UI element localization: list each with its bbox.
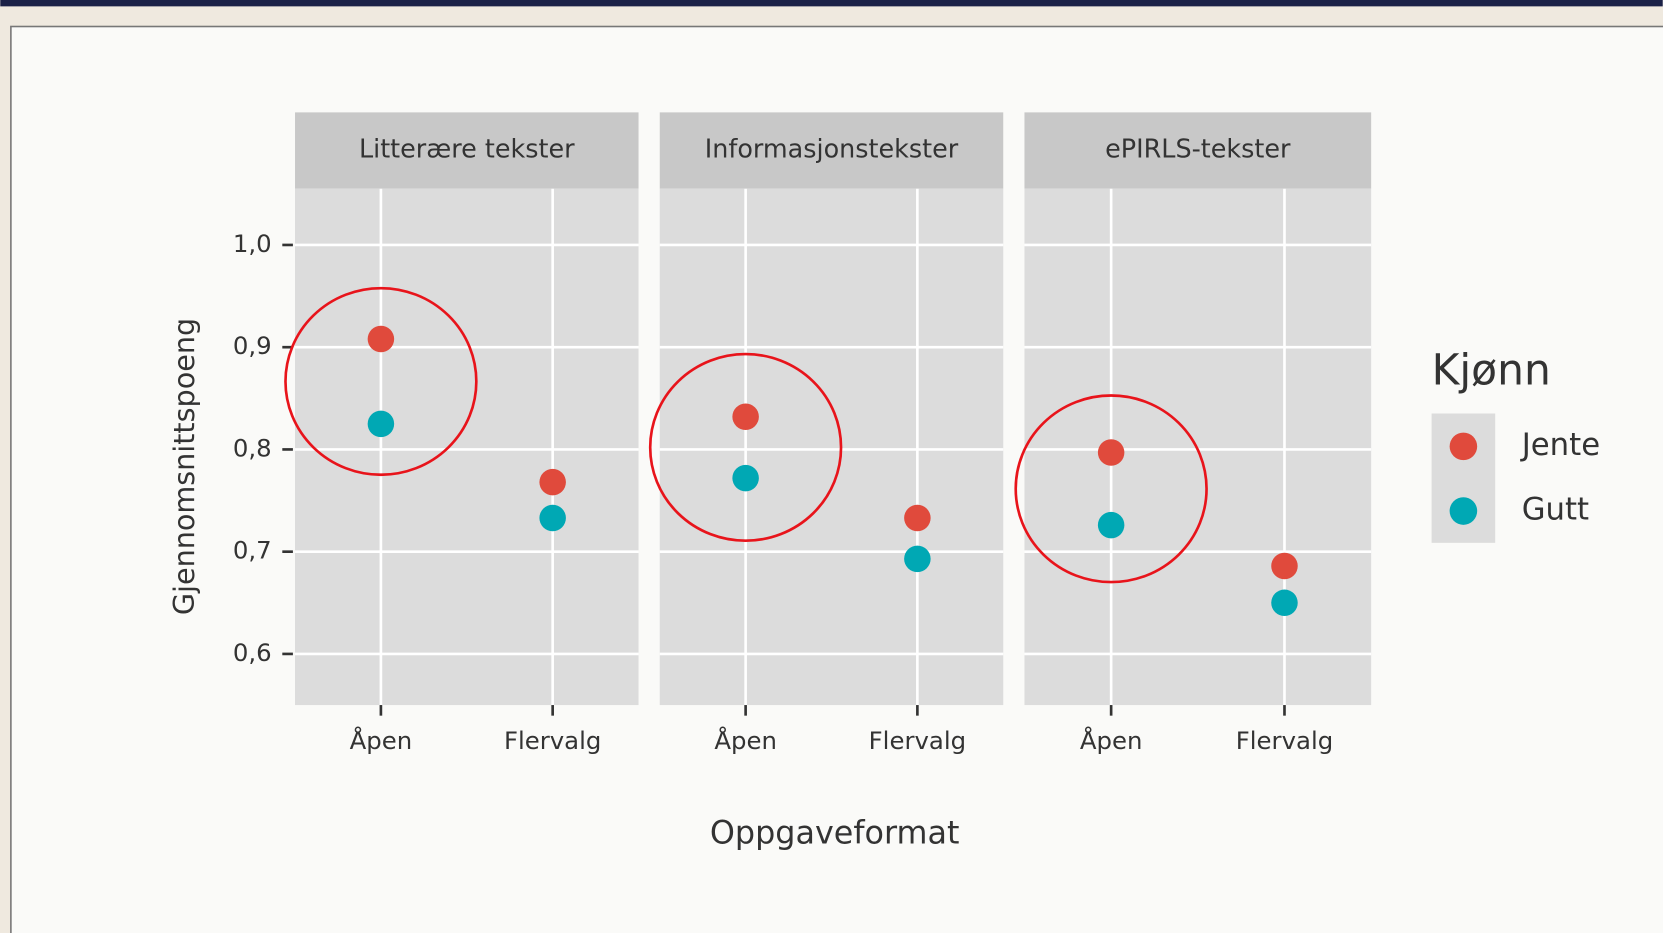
highlight-circle [284,286,478,477]
dot [732,403,759,430]
dot [1097,439,1125,466]
x-tick-label: Åpen [714,726,777,755]
highlight-circle [648,352,843,543]
dot [1097,511,1125,539]
dot [904,545,931,573]
top-bar [0,0,1663,7]
dot [1271,552,1298,580]
y-tick-label: 1,0 [233,229,272,258]
legend-title: Kjønn [1432,346,1551,395]
x-tick-label: Flervalg [1236,726,1333,755]
x-axis-label: Oppgaveformat [710,814,960,851]
facet-title: Informasjonstekster [705,134,959,164]
dot [367,325,395,353]
dot [904,504,931,532]
dot [367,410,395,438]
facet-title: ePIRLS-tekster [1105,134,1291,164]
y-tick-label: 0,8 [233,433,272,462]
panel [295,188,639,706]
panel [659,188,1004,706]
legend-dot [1449,432,1478,461]
y-tick-label: 0,7 [233,536,272,565]
strip [1024,112,1372,189]
legend-label: Gutt [1522,492,1589,528]
dot [732,464,759,492]
y-tick-label: 0,6 [233,638,272,667]
dot [1271,589,1298,617]
x-tick-label: Flervalg [869,726,966,755]
x-tick-label: Flervalg [504,726,601,755]
y-tick-label: 0,9 [233,331,272,360]
dot [539,468,566,496]
x-tick-label: Åpen [1080,726,1143,755]
highlight-circle [1014,394,1208,584]
strip [659,112,1004,189]
legend-dot [1449,497,1478,525]
legend-label: Jente [1520,427,1600,463]
y-axis-label: Gjennomsnittspoeng [167,318,201,615]
x-tick-label: Åpen [350,726,413,755]
dot [539,504,566,532]
strip [295,112,639,189]
facet-title: Litterære tekster [359,134,575,164]
